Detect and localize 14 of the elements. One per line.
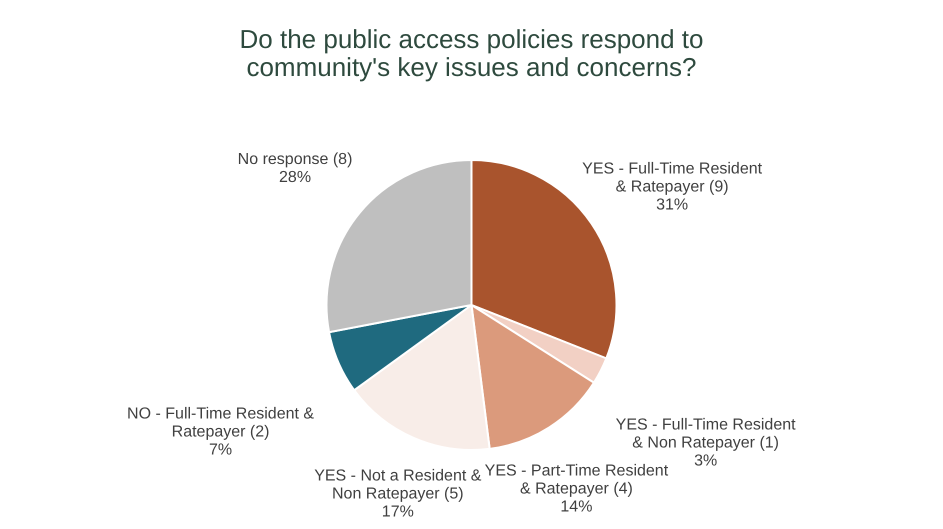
slice-label: YES - Part-Time Resident & Ratepayer (4) (484, 462, 669, 498)
text: community's key issues and concerns? (246, 52, 697, 82)
slice-label: YES - Full-Time Resident & Ratepayer (9) (582, 160, 763, 196)
data-label: 7% (208, 442, 232, 459)
slice-label: NO - Full-Time Resident & Ratepayer (2) (127, 406, 314, 441)
data-label: 14% (560, 498, 592, 516)
slice-label: YES - Full-Time Resident & Non Ratepayer (1) (616, 416, 796, 452)
data-label: 17% (382, 503, 414, 520)
slice-label: No response (8) (238, 151, 352, 168)
text: Do the public access policies respond to (240, 24, 704, 54)
slice-label: YES - Not a Resident & Non Ratepayer (5) (314, 467, 482, 502)
data-label: 28% (279, 169, 312, 186)
data-label: 31% (656, 196, 688, 214)
data-label: 3% (694, 452, 718, 470)
